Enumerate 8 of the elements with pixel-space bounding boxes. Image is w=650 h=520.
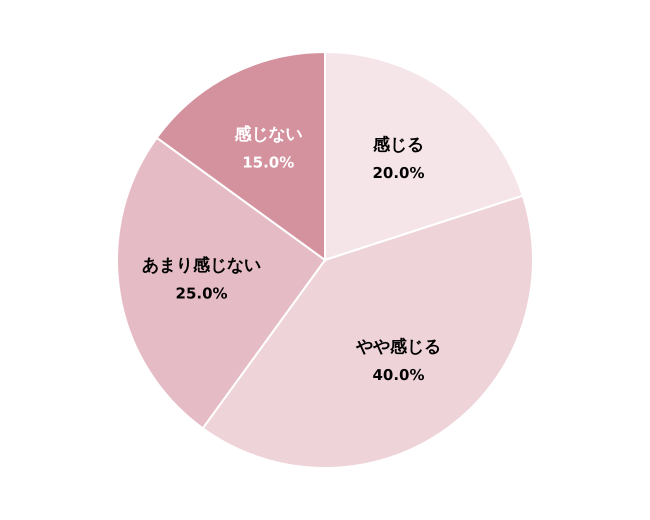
slice-label: あまり感じない (142, 256, 262, 276)
slice-label: 感じる (372, 134, 424, 155)
slice-label: やや感じる (354, 337, 441, 358)
data-label: 15.0% (242, 154, 294, 172)
data-label: 40.0% (372, 366, 424, 384)
slice-label: 感じない (233, 124, 302, 145)
data-label: 25.0% (176, 284, 228, 303)
data-label: 20.0% (372, 164, 424, 182)
